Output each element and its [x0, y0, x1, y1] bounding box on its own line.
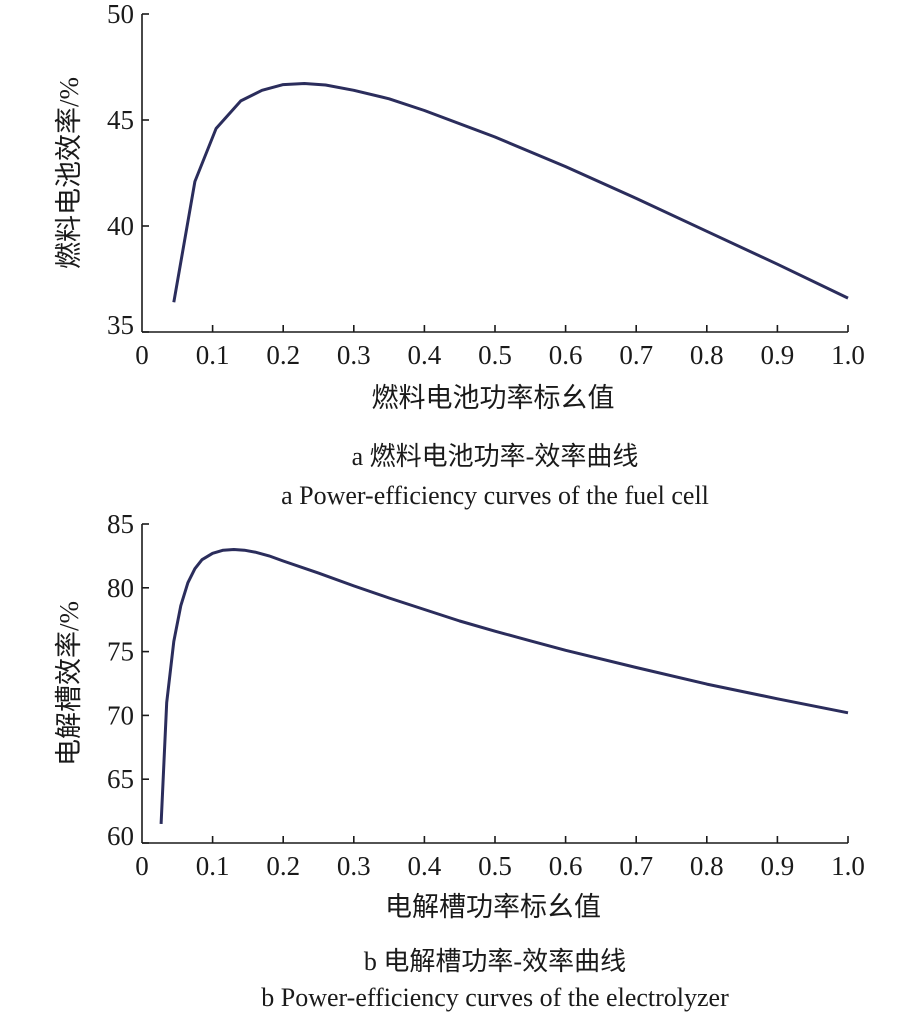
- x-tick-label: 1.0: [831, 851, 865, 881]
- x-tick-label: 0.2: [266, 340, 300, 370]
- x-tick-label: 0.8: [690, 851, 724, 881]
- y-tick-label: 70: [107, 700, 134, 730]
- x-tick-label: 0.5: [478, 851, 512, 881]
- x-tick-label: 0.7: [619, 851, 653, 881]
- series-line: [159, 548, 849, 824]
- y-tick-label: 35: [107, 310, 134, 340]
- caption-english: b Power-efficiency curves of the electro…: [261, 983, 729, 1012]
- x-tick-label: 0.1: [196, 851, 230, 881]
- x-tick-label: 0.9: [761, 340, 795, 370]
- y-tick-label: 85: [107, 509, 134, 539]
- x-tick-label: 1.0: [831, 340, 865, 370]
- y-tick-label: 60: [107, 821, 134, 851]
- y-tick-label: 75: [107, 637, 134, 667]
- x-tick-label: 0.6: [549, 851, 583, 881]
- x-tick-label: 0: [135, 851, 149, 881]
- x-tick-label: 0.6: [549, 340, 583, 370]
- series-line: [172, 82, 849, 303]
- chart-a: 0 0.1 0.2 0.3 0.4 0.5 0.6 0.7 0.8 0.9 1.0 35 40 45 50 燃…: [54, 0, 865, 510]
- x-tick-label: 0.9: [761, 851, 795, 881]
- x-tick-label: 0.5: [478, 340, 512, 370]
- chart-b: 0 0.1 0.2 0.3 0.4 0.5 0.6 0.7 0.8 0.9 1.0 60 65 70 75 8…: [54, 509, 865, 1012]
- x-tick-label: 0.3: [337, 340, 371, 370]
- caption-chinese: b 电解槽功率-效率曲线: [364, 947, 626, 976]
- x-tick-label: 0.1: [196, 340, 230, 370]
- y-tick-label: 80: [107, 573, 134, 603]
- y-axis-label: 电解槽效率/%: [54, 601, 84, 766]
- x-tick-label: 0.4: [408, 851, 442, 881]
- caption-english: a Power-efficiency curves of the fuel ce…: [281, 481, 709, 510]
- x-axis-label: 电解槽功率标幺值: [385, 892, 601, 922]
- y-tick-label: 45: [107, 105, 134, 135]
- x-tick-label: 0.8: [690, 340, 724, 370]
- y-tick-label: 65: [107, 764, 134, 794]
- caption-chinese: a 燃料电池功率-效率曲线: [352, 442, 639, 471]
- x-tick-label: 0: [135, 340, 149, 370]
- x-tick-label: 0.7: [619, 340, 653, 370]
- x-axis-label: 燃料电池功率标幺值: [372, 383, 615, 413]
- x-tick-label: 0.4: [408, 340, 442, 370]
- x-tick-label: 0.3: [337, 851, 371, 881]
- y-tick-label: 50: [107, 0, 134, 29]
- x-tick-label: 0.2: [266, 851, 300, 881]
- y-axis-label: 燃料电池效率/%: [54, 77, 84, 269]
- y-tick-label: 40: [107, 211, 134, 241]
